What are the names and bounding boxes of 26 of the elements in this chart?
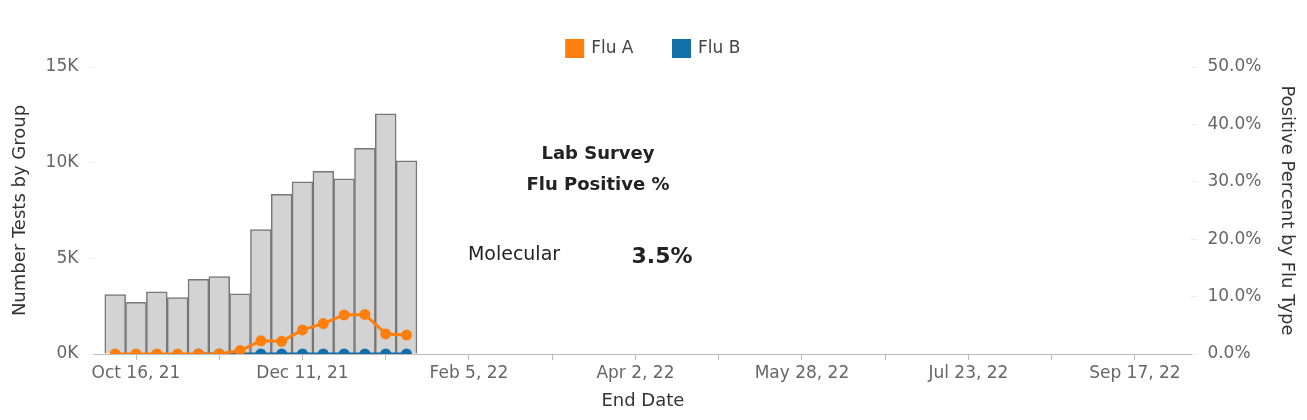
y-tick-label: 0K — [56, 342, 80, 363]
legend-label: Flu A — [591, 36, 634, 57]
x-tick-label: Oct 16, 21 — [91, 361, 181, 382]
y-tick-label: 10K — [45, 151, 80, 172]
legend-label: Flu B — [697, 36, 741, 57]
y2-tick-label: 50.0% — [1207, 55, 1262, 76]
x-axis-title: End Date — [601, 388, 685, 410]
y2-tick-label: 20.0% — [1207, 227, 1262, 248]
annotation: Lab Survey — [541, 141, 655, 163]
x-tick-label: May 28, 22 — [754, 361, 850, 382]
y2-axis-title: Positive Percent by Flu Type — [1277, 85, 1299, 336]
y2-tick-label: 0.0% — [1207, 342, 1251, 363]
y2-tick-label: 40.0% — [1207, 112, 1262, 133]
y-tick-label: 5K — [56, 246, 80, 267]
x-tick-label: Jul 23, 22 — [927, 361, 1009, 382]
y2-tick-label: 30.0% — [1207, 170, 1262, 191]
x-tick-label: Feb 5, 22 — [429, 361, 509, 382]
x-tick-label: Apr 2, 22 — [596, 361, 675, 382]
x-tick-label: Dec 11, 21 — [256, 361, 349, 382]
annotation: 3.5% — [631, 242, 693, 268]
annotation: Molecular — [467, 242, 561, 264]
x-tick-label: Sep 17, 22 — [1089, 361, 1181, 382]
annotation: Flu Positive % — [526, 172, 670, 194]
y-axis-title: Number Tests by Group — [8, 104, 30, 317]
y2-tick-label: 10.0% — [1207, 285, 1262, 306]
y-tick-label: 15K — [45, 55, 80, 76]
